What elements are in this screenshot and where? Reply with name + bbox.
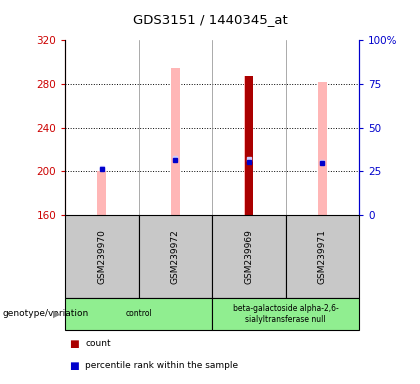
Text: ■: ■ bbox=[69, 361, 79, 371]
Text: ■: ■ bbox=[69, 383, 79, 384]
Text: beta-galactoside alpha-2,6-
sialyltransferase null: beta-galactoside alpha-2,6- sialyltransf… bbox=[233, 304, 339, 324]
Text: GSM239972: GSM239972 bbox=[171, 229, 180, 284]
Bar bbox=[97, 171, 106, 215]
Bar bbox=[245, 76, 252, 215]
Text: GSM239970: GSM239970 bbox=[97, 229, 106, 284]
Bar bbox=[244, 76, 253, 215]
Text: GSM239969: GSM239969 bbox=[244, 229, 253, 284]
Bar bbox=[318, 82, 327, 215]
Text: ▶: ▶ bbox=[53, 309, 61, 319]
Text: count: count bbox=[85, 339, 111, 348]
Text: ■: ■ bbox=[69, 339, 79, 349]
Text: GDS3151 / 1440345_at: GDS3151 / 1440345_at bbox=[133, 13, 287, 26]
Text: control: control bbox=[125, 310, 152, 318]
Text: percentile rank within the sample: percentile rank within the sample bbox=[85, 361, 239, 371]
Text: GSM239971: GSM239971 bbox=[318, 229, 327, 284]
Text: genotype/variation: genotype/variation bbox=[2, 310, 88, 318]
Bar bbox=[171, 68, 180, 215]
